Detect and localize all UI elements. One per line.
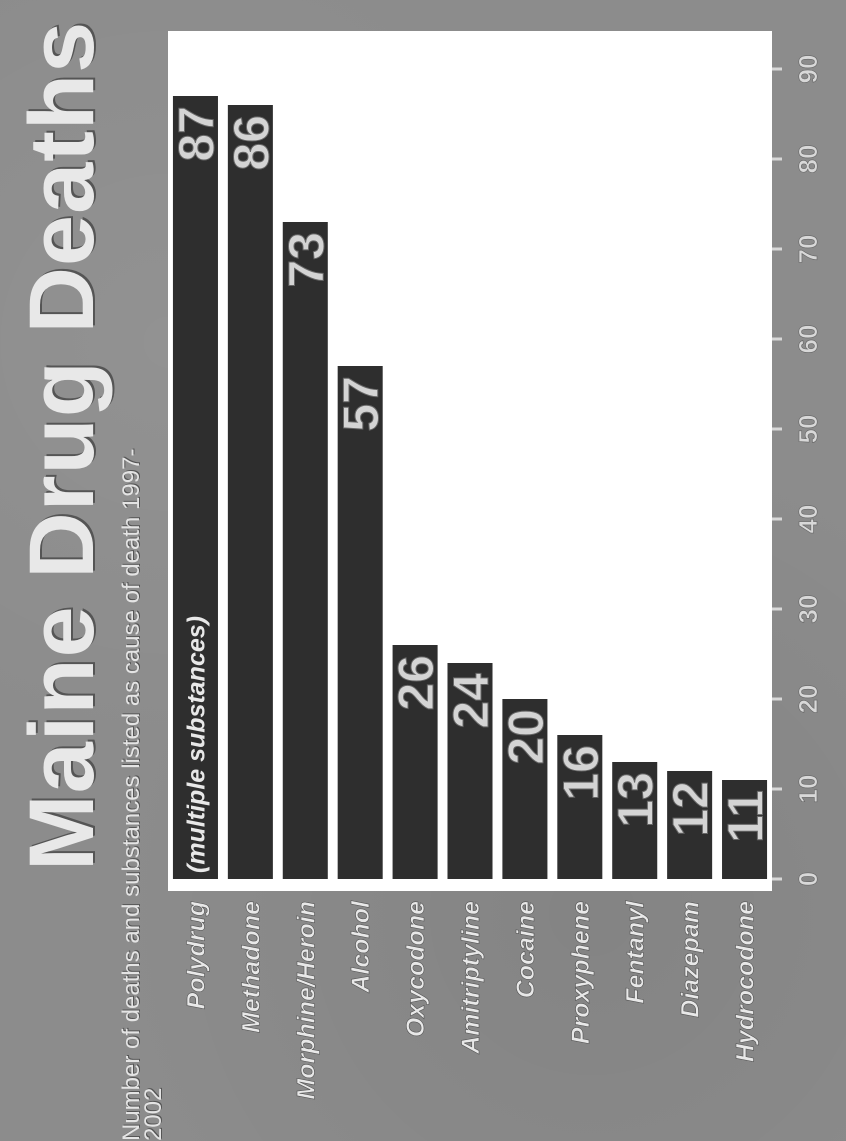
category-label: Amitriptyline [457,901,485,1055]
category-label: Proxyphene [567,901,595,1044]
bar [612,762,658,879]
category-label: Methadone [237,901,265,1033]
data-label: 86 [223,115,279,171]
data-label: 16 [553,745,609,801]
category-label: Oxycodone [402,901,430,1037]
category-label: Alcohol [347,900,375,994]
axis-tick-label: 0 [793,872,823,886]
bar-annotation: (multiple substances) [182,616,210,873]
category-label: Morphine/Heroin [292,901,320,1100]
axis-tick-label: 20 [793,685,823,714]
axis-tick-label: 70 [793,235,823,264]
category-label: Diazepam [677,901,705,1018]
category-label: Cocaine [512,901,540,998]
category-label: Hydrocodone [732,901,760,1062]
category-label: Polydrug [182,901,210,1009]
axis-tick-label: 80 [793,145,823,174]
bar [172,96,218,879]
axis-tick-label: 30 [793,595,823,624]
data-label: 73 [278,232,334,288]
data-label: 20 [498,709,554,765]
axis-tick-label: 40 [793,505,823,534]
axis-tick-label: 60 [793,325,823,354]
axis-tick-label: 90 [793,55,823,84]
bar [282,222,328,879]
bar [667,771,713,879]
bar [392,645,438,879]
data-label: 26 [388,655,444,711]
data-label: 13 [608,772,664,828]
data-label: 11 [718,790,774,843]
bar [337,366,383,879]
category-label: Fentanyl [622,900,650,1004]
data-label: 24 [443,673,499,729]
axis-tick-label: 10 [793,775,823,804]
bar [227,105,273,879]
bar [557,735,603,879]
bar [502,699,548,879]
data-label: 87 [168,106,224,162]
data-label: 57 [333,376,389,432]
bar [447,663,493,879]
data-label: 12 [663,781,719,837]
bar [722,780,768,879]
axis-tick-label: 50 [793,415,823,444]
